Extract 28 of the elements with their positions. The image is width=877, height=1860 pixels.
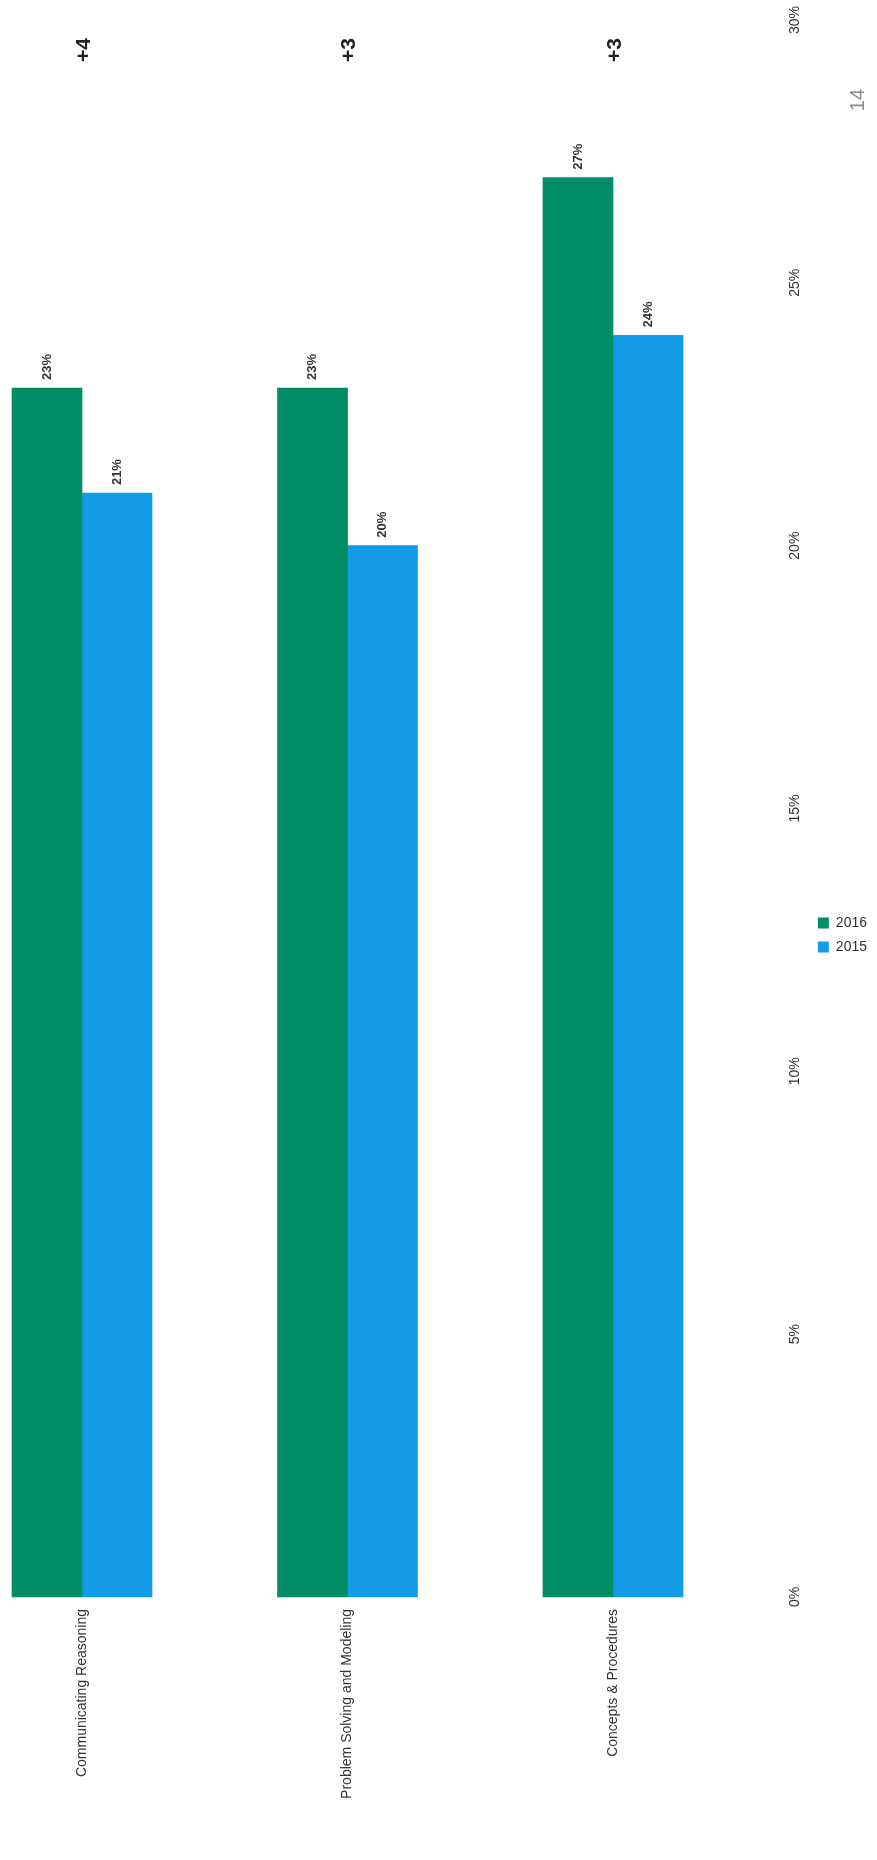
x-tick-label: Communicating Reasoning (72, 1609, 89, 1778)
data-label: 20% (374, 511, 390, 538)
bar (612, 335, 684, 1598)
text: 14 (845, 88, 868, 112)
data-label: 21% (108, 458, 124, 486)
bar (11, 387, 83, 1598)
legend-label: 2016 (835, 913, 868, 930)
bar (81, 492, 153, 1598)
legend-label: 2015 (835, 937, 868, 954)
y-tick-label: 10% (785, 1057, 802, 1086)
bar (277, 387, 348, 1598)
bar (542, 177, 614, 1598)
x-tick-label: Problem Solving and Modeling (338, 1609, 355, 1799)
data-label: 23% (304, 353, 320, 380)
y-tick-label: 20% (785, 531, 802, 560)
annotation: +4 (70, 37, 94, 62)
data-label: 23% (38, 353, 54, 380)
y-tick-label: 15% (785, 794, 802, 823)
data-label: 27% (569, 143, 585, 170)
y-tick-label: 5% (785, 1324, 802, 1345)
annotation: +3 (601, 38, 625, 62)
y-tick-label: 25% (785, 268, 802, 297)
bar (347, 545, 418, 1598)
y-tick-label: 30% (785, 5, 802, 35)
annotation: +3 (336, 38, 360, 62)
x-tick-label: Concepts & Procedures (603, 1609, 620, 1757)
y-tick-label: 0% (785, 1586, 802, 1608)
data-label: 24% (639, 300, 655, 328)
